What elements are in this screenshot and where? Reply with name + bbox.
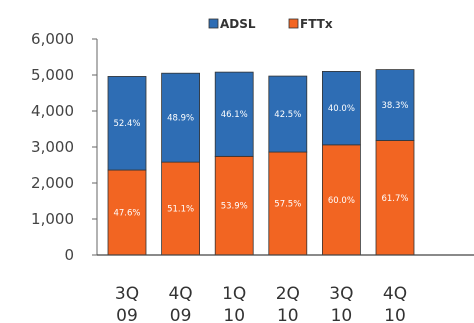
data-label: 51.1% xyxy=(167,205,194,215)
data-label: 46.1% xyxy=(221,110,248,120)
x-tick-label: 10 xyxy=(277,306,299,323)
x-tick-label: 3Q xyxy=(329,284,353,304)
x-tick-label: 09 xyxy=(170,306,192,323)
bar-adsl xyxy=(161,72,201,163)
data-label: 47.6% xyxy=(113,209,140,219)
bar-fttx xyxy=(375,140,415,256)
data-label: 61.7% xyxy=(381,194,408,204)
x-tick-label: 10 xyxy=(223,306,245,323)
y-tick-label: 0 xyxy=(64,246,74,264)
bar-adsl xyxy=(321,71,361,146)
bar-adsl xyxy=(107,76,147,171)
data-label: 40.0% xyxy=(328,104,355,114)
legend-label-fttx: FTTx xyxy=(300,17,333,31)
x-tick-label: 1Q xyxy=(222,284,246,304)
y-tick-label: 5,000 xyxy=(31,66,74,84)
data-label: 42.5% xyxy=(274,110,301,120)
y-tick-label: 4,000 xyxy=(31,102,74,120)
bar-adsl xyxy=(375,69,415,141)
x-tick-label: 10 xyxy=(384,306,406,323)
legend-swatch-fttx xyxy=(288,18,299,29)
x-tick-label: 2Q xyxy=(276,284,300,304)
data-label: 48.9% xyxy=(167,114,194,124)
bar-adsl xyxy=(214,71,254,157)
data-label: 53.9% xyxy=(221,202,248,212)
x-tick-label: 4Q xyxy=(383,284,407,304)
legend-label-adsl: ADSL xyxy=(220,17,256,31)
bar-fttx xyxy=(214,155,254,256)
bar-adsl xyxy=(268,75,308,153)
legend-swatch-adsl xyxy=(208,18,219,29)
y-tick-label: 3,000 xyxy=(31,138,74,156)
x-tick-label: 3Q xyxy=(115,284,139,304)
bar-fttx xyxy=(107,169,147,256)
x-tick-label: 09 xyxy=(116,306,138,323)
x-tick-label: 10 xyxy=(331,306,353,323)
data-label: 57.5% xyxy=(274,200,301,210)
bar-fttx xyxy=(161,161,201,256)
y-tick-label: 2,000 xyxy=(31,174,74,192)
y-tick-label: 1,000 xyxy=(31,210,74,228)
data-label: 60.0% xyxy=(328,196,355,206)
data-label: 52.4% xyxy=(113,119,140,129)
x-tick-label: 4Q xyxy=(168,284,192,304)
y-tick-label: 6,000 xyxy=(31,30,74,48)
data-label: 38.3% xyxy=(381,101,408,111)
